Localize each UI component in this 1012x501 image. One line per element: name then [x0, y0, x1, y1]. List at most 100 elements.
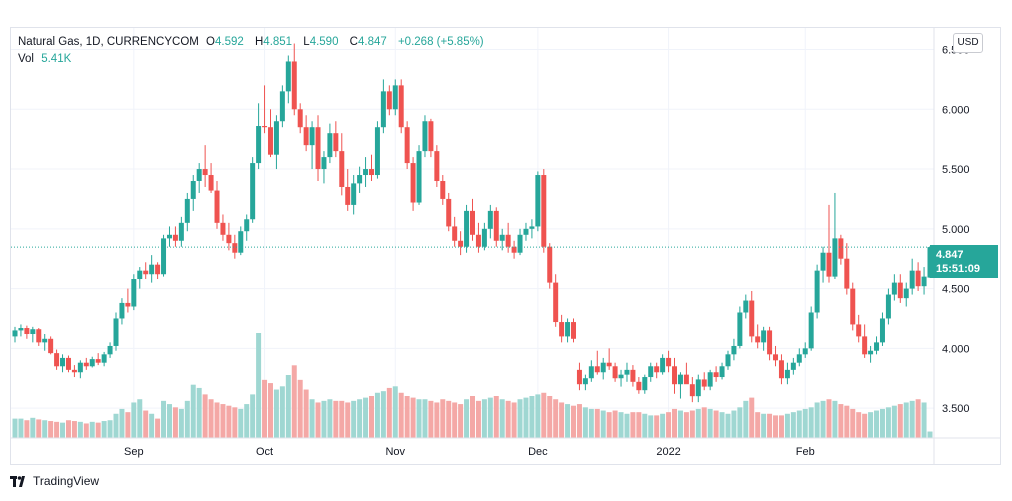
candle-body	[630, 369, 636, 382]
candle-body	[891, 282, 897, 295]
volume-bar	[410, 397, 416, 438]
candle-body	[458, 240, 464, 247]
footer[interactable]: TradingView	[10, 474, 99, 488]
candle-body	[398, 85, 404, 128]
volume-bar	[155, 418, 161, 438]
volume-value: 5.41K	[41, 53, 72, 65]
volume-bar	[654, 415, 660, 438]
candle-body	[547, 246, 553, 283]
volume-bar	[618, 412, 624, 438]
y-tick-label: 4.500	[942, 284, 970, 296]
volume-bar	[636, 412, 642, 438]
volume-bar	[374, 392, 380, 438]
volume-bar	[226, 405, 232, 438]
volume-bar	[380, 391, 386, 438]
volume-bar	[202, 394, 208, 438]
x-tick-label: Feb	[796, 446, 815, 458]
candle-body	[481, 228, 487, 247]
candle-body	[612, 366, 618, 379]
volume-bar	[588, 408, 594, 438]
candle-body	[428, 121, 434, 152]
candle-body	[321, 157, 327, 170]
candle-body	[505, 234, 511, 247]
volume-bar	[897, 404, 903, 438]
candle-body	[790, 362, 796, 370]
candle-body	[737, 312, 743, 346]
volume-bar	[666, 412, 672, 438]
x-tick-label: Sep	[124, 446, 144, 458]
candle-body	[541, 175, 547, 247]
change-value: +0.268 (+5.85%)	[397, 36, 484, 48]
low-label: L	[303, 36, 310, 48]
volume-bar	[214, 402, 220, 438]
volume-bar	[660, 413, 666, 438]
volume-bar	[630, 412, 636, 438]
candle-body	[155, 264, 161, 275]
volume-bar	[725, 413, 731, 438]
candle-body	[30, 329, 36, 335]
currency-button[interactable]: USD	[953, 33, 983, 53]
x-tick-label: Dec	[528, 446, 548, 458]
open-value: 4.592	[215, 36, 244, 48]
volume-bar	[523, 397, 529, 438]
volume-label: Vol	[18, 53, 34, 65]
volume-bar	[761, 413, 767, 438]
candle-body	[357, 175, 363, 184]
candle-body	[125, 302, 131, 307]
volume-bar	[89, 421, 95, 438]
candle-body	[60, 357, 66, 367]
candle-body	[874, 342, 880, 351]
volume-bar	[172, 407, 178, 438]
volume-bar	[250, 394, 256, 438]
y-tick-label: 3.500	[942, 403, 970, 415]
volume-bar	[273, 389, 279, 438]
candle-body	[208, 175, 214, 191]
volume-bar	[891, 405, 897, 438]
volume-bar	[232, 407, 238, 438]
candle-body	[345, 186, 351, 205]
candle-body	[648, 366, 654, 378]
volume-bar	[481, 399, 487, 438]
volume-bar	[184, 400, 190, 438]
high-value: 4.851	[263, 36, 293, 48]
candle-body	[642, 377, 648, 391]
volume-bar	[143, 410, 149, 438]
candle-body	[363, 169, 369, 176]
volume-bar	[434, 402, 440, 438]
candle-body	[921, 276, 927, 287]
candlesticks	[12, 43, 933, 403]
volume-bar	[18, 418, 24, 438]
volume-bar	[517, 399, 523, 438]
candle-body	[143, 270, 149, 275]
candle-body	[885, 294, 891, 319]
candle-body	[464, 210, 470, 247]
volume-bar	[879, 408, 885, 438]
candle-body	[582, 378, 588, 385]
candle-body	[267, 127, 273, 155]
volume-bar	[333, 400, 339, 438]
volume-bar	[291, 365, 297, 438]
candle-body	[131, 279, 137, 307]
candle-body	[279, 91, 285, 122]
candle-body	[77, 362, 83, 373]
candle-body	[184, 198, 190, 223]
volume-bar	[190, 384, 196, 438]
volume-bar	[695, 408, 701, 438]
candle-body	[238, 231, 244, 253]
volume-bar	[208, 399, 214, 438]
candle-body	[707, 372, 713, 387]
candle-body	[137, 270, 143, 280]
volume-bar	[149, 413, 155, 438]
candle-body	[761, 330, 767, 343]
candle-body	[565, 322, 571, 337]
volume-bar	[440, 399, 446, 438]
candle-body	[339, 151, 345, 187]
candle-body	[12, 330, 18, 337]
candle-body	[677, 374, 683, 385]
candle-body	[220, 222, 226, 235]
volume-bar	[368, 396, 374, 438]
candle-body	[689, 384, 695, 397]
volume-bar	[535, 394, 541, 438]
volume-bar	[113, 413, 119, 438]
